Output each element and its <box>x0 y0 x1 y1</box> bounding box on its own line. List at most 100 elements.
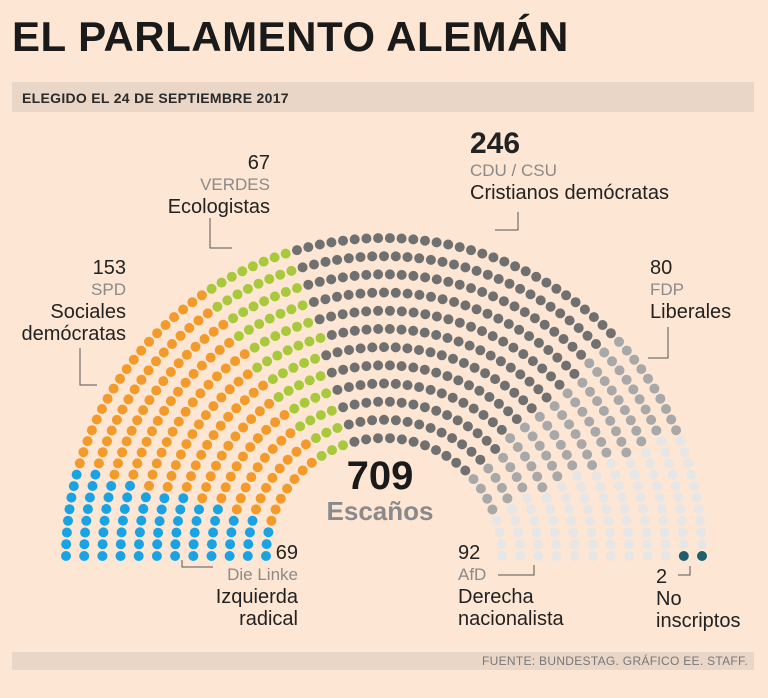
seat-die-linke <box>87 481 98 491</box>
seat-cdu-csu <box>533 337 544 348</box>
seat-spd <box>144 480 154 491</box>
seat-cdu-csu <box>390 342 401 353</box>
seat-fdp <box>498 452 509 463</box>
seat-spd <box>117 447 128 458</box>
seat-spd <box>175 330 186 341</box>
seat-spd <box>138 405 149 416</box>
seat-verdes <box>321 388 332 399</box>
seat-verdes <box>264 313 275 324</box>
seat-die-linke <box>63 515 73 526</box>
seat-afd <box>689 481 700 492</box>
seat-die-linke <box>103 492 114 503</box>
seat-spd <box>264 398 275 409</box>
seat-cdu-csu <box>518 349 529 360</box>
seat-cdu-csu <box>545 301 556 312</box>
seat-cdu-csu <box>326 367 337 378</box>
leader-lines <box>79 212 691 576</box>
seat-spd <box>254 406 265 417</box>
seat-spd <box>151 385 162 396</box>
seat-cdu-csu <box>349 270 360 281</box>
seat-fdp <box>631 425 642 436</box>
seat-cdu-csu <box>419 402 430 413</box>
seat-cdu-csu <box>419 327 430 338</box>
seat-verdes <box>206 283 217 294</box>
seat-cdu-csu <box>561 290 572 301</box>
seat-cdu-csu <box>543 345 554 355</box>
seat-cdu-csu <box>396 306 407 317</box>
seat-afd <box>566 516 577 526</box>
seat-cdu-csu <box>531 271 542 282</box>
seat-fdp <box>649 383 660 394</box>
seat-verdes <box>237 266 248 277</box>
seat-die-linke <box>243 539 254 550</box>
seat-verdes <box>315 410 326 421</box>
seat-spd <box>151 458 162 469</box>
seat-fdp <box>636 436 647 447</box>
seat-fdp <box>487 504 498 515</box>
seat-spd <box>152 415 163 426</box>
seat-spd <box>248 387 259 398</box>
seat-die-linke <box>225 539 236 550</box>
seat-afd <box>667 469 678 480</box>
seat-cdu-csu <box>361 269 372 280</box>
seat-spd <box>291 446 302 457</box>
seat-fdp <box>592 367 603 377</box>
seat-verdes <box>252 362 263 373</box>
seat-cdu-csu <box>535 295 546 306</box>
seat-spd <box>160 320 171 330</box>
seat-die-linke <box>61 527 72 538</box>
seat-verdes <box>288 362 299 373</box>
spd-abbr: SPD <box>91 280 126 299</box>
seat-verdes <box>262 356 273 367</box>
seat-spd <box>289 474 300 485</box>
seat-afd <box>660 539 671 550</box>
seat-afd <box>660 551 671 561</box>
seat-die-linke <box>208 527 219 538</box>
seat-cdu-csu <box>552 352 563 363</box>
seat-fdp <box>577 377 588 388</box>
seat-cdu-csu <box>396 233 407 244</box>
seat-spd <box>208 430 219 441</box>
seat-afd <box>664 458 675 469</box>
seat-spd <box>188 368 199 379</box>
seat-cdu-csu <box>385 433 395 444</box>
seat-cdu-csu <box>454 317 465 328</box>
seat-verdes <box>295 421 306 432</box>
seat-fdp <box>511 472 522 483</box>
seat-spd <box>261 482 272 493</box>
seat-afd <box>648 469 659 480</box>
seat-cdu-csu <box>468 403 479 414</box>
seat-spd <box>109 469 120 480</box>
seat-fdp <box>596 437 607 447</box>
linke-abbr: Die Linke <box>227 565 298 584</box>
seat-cdu-csu <box>452 415 463 426</box>
seat-die-linke <box>210 515 221 526</box>
seat-cdu-csu <box>478 410 489 420</box>
seat-cdu-csu <box>384 396 395 407</box>
seat-spd <box>186 471 196 482</box>
seat-verdes <box>243 324 254 335</box>
seat-verdes <box>233 331 244 342</box>
seat-fdp <box>541 450 552 461</box>
seat-fdp <box>599 347 610 358</box>
seat-afd <box>549 527 560 538</box>
seat-fdp <box>534 440 545 451</box>
seat-die-linke <box>226 527 237 538</box>
seat-spd <box>123 394 134 405</box>
seat-spd <box>199 334 210 344</box>
seat-spd <box>224 384 235 395</box>
seat-afd <box>586 527 597 538</box>
label-cdu: 246 CDU / CSU Cristianos demócratas <box>470 128 669 205</box>
seat-cdu-csu <box>508 342 519 353</box>
seat-cdu-csu <box>431 330 442 340</box>
seat-die-linke <box>106 481 117 491</box>
seat-fdp <box>585 386 595 397</box>
seat-cdu-csu <box>466 283 476 294</box>
seat-fdp <box>526 461 537 472</box>
seat-cdu-csu <box>361 361 372 372</box>
seat-spd <box>233 376 244 387</box>
seat-die-linke <box>136 515 147 526</box>
seat-afd <box>679 447 690 458</box>
seat-afd <box>569 539 580 550</box>
seat-cdu-csu <box>482 308 493 319</box>
